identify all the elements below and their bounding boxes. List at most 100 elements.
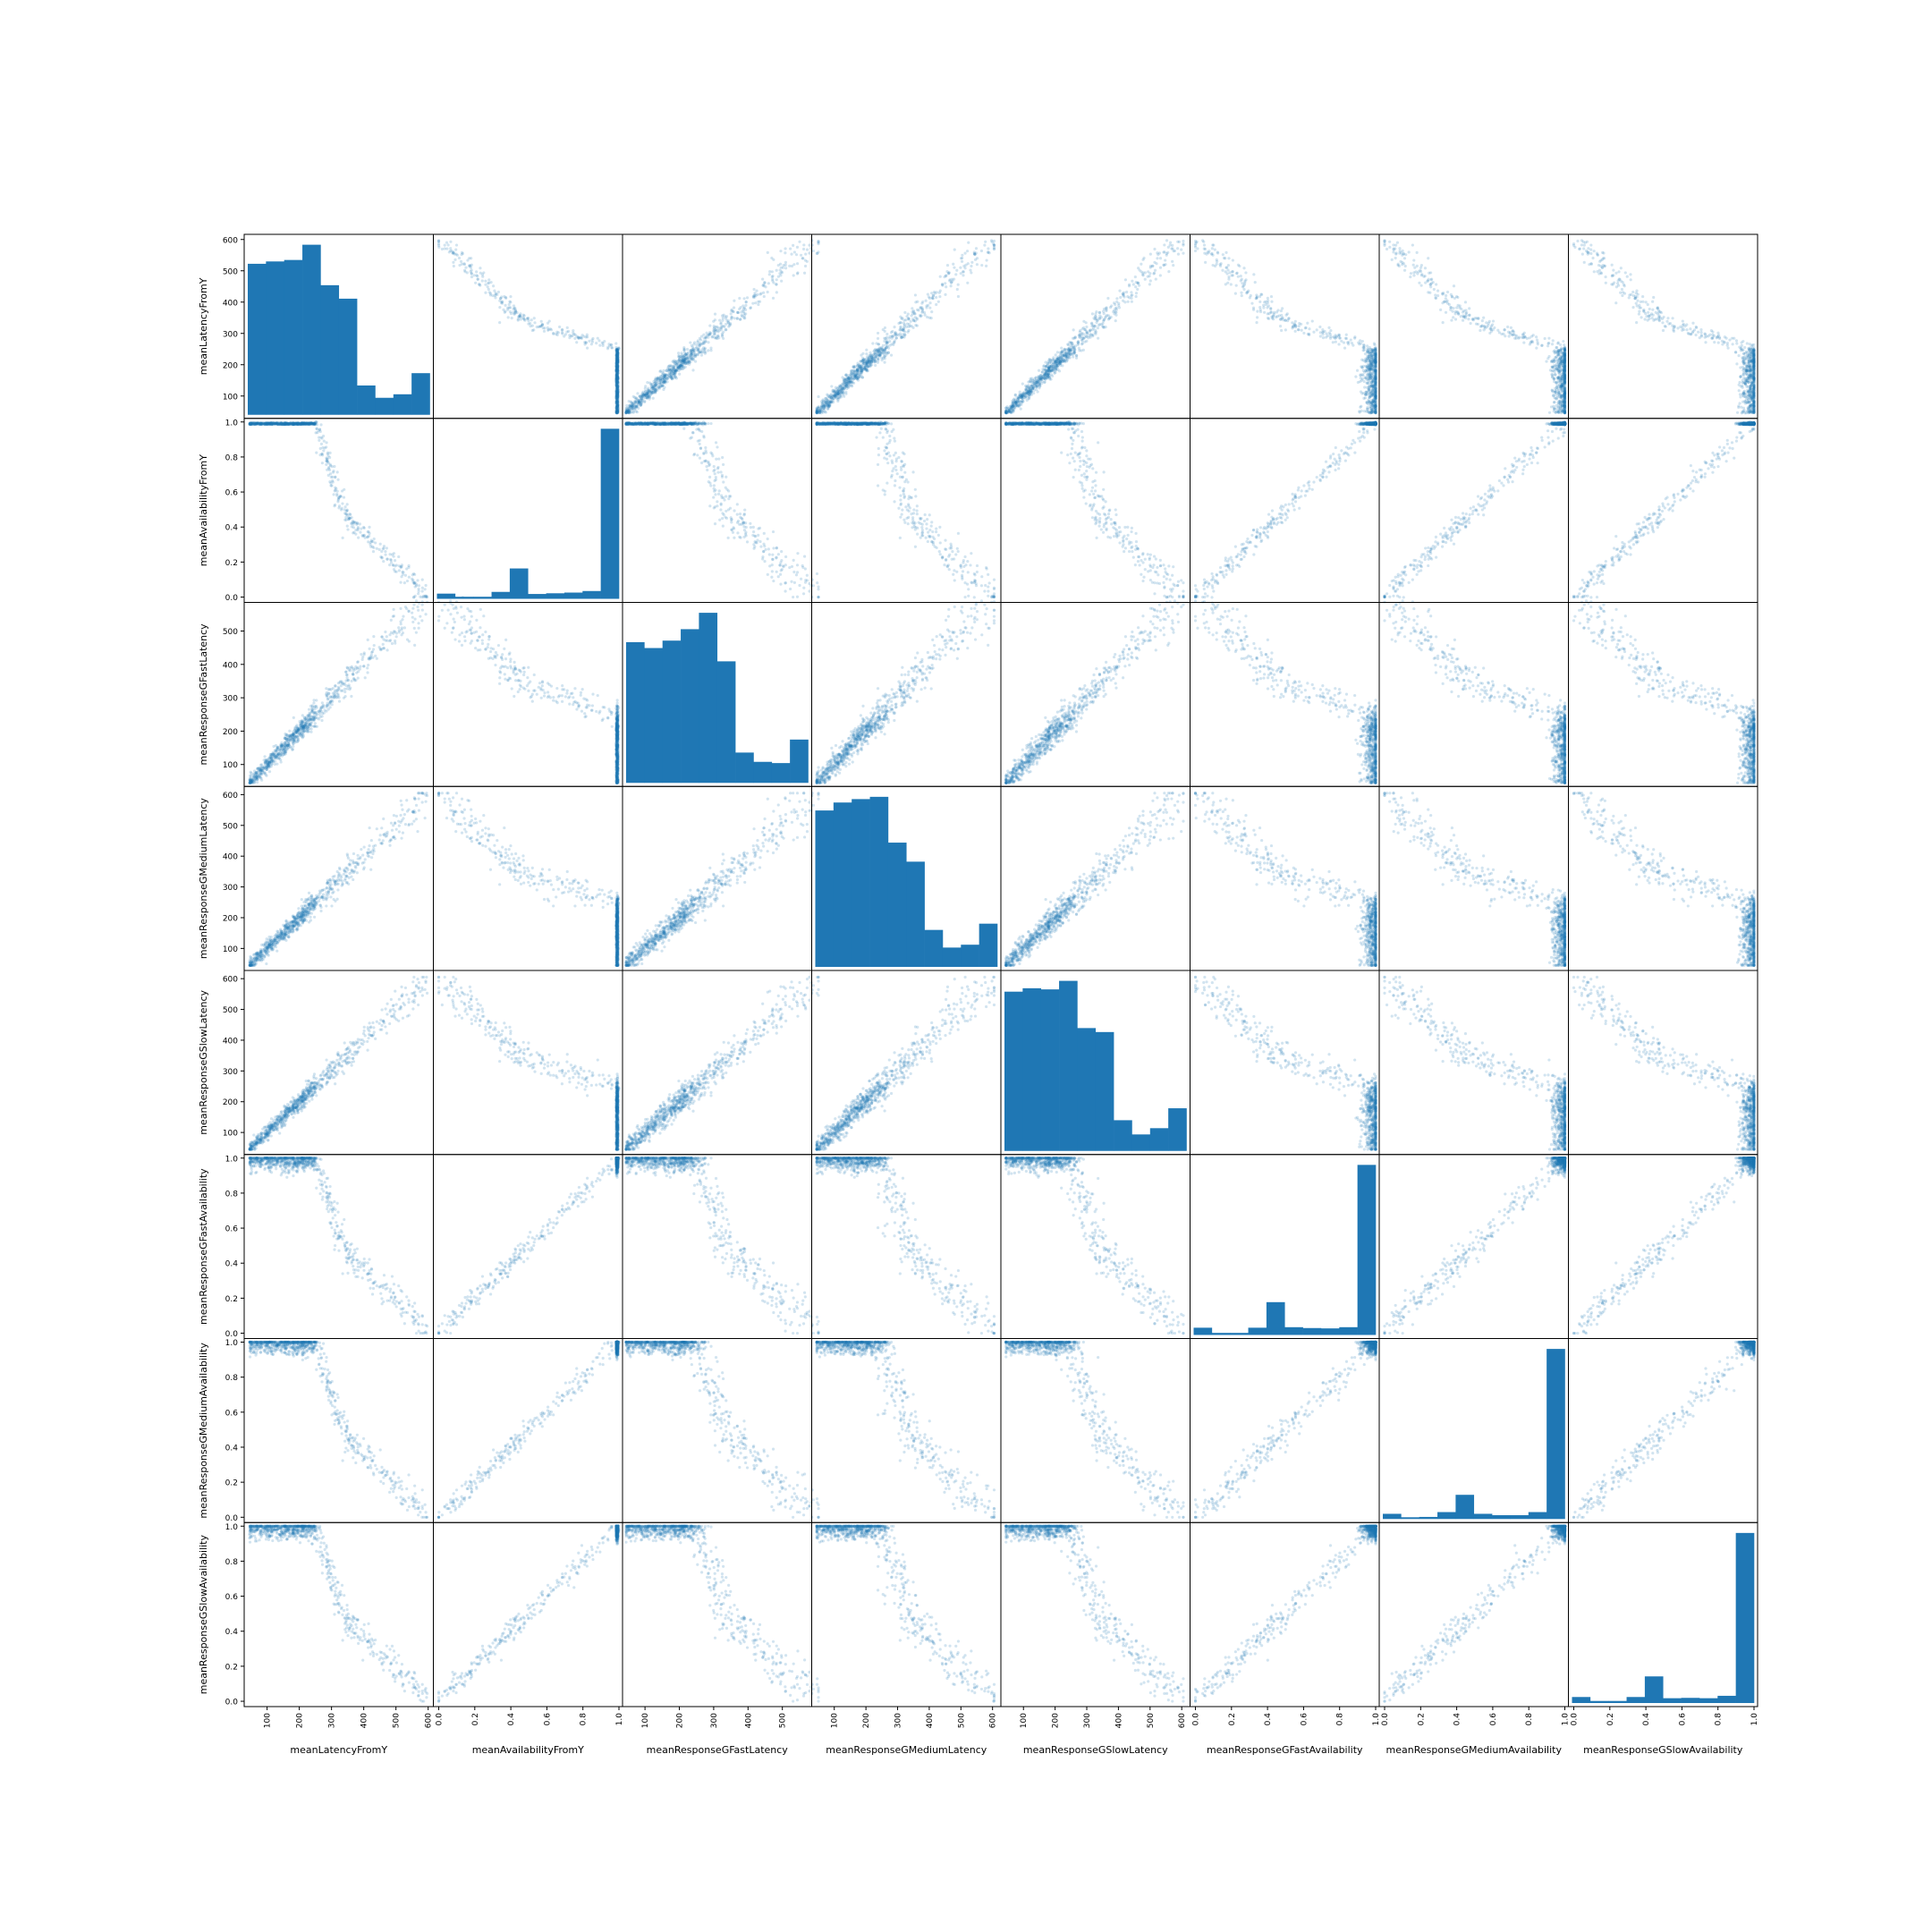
scatter-point bbox=[614, 370, 618, 374]
scatter-point bbox=[974, 247, 979, 250]
scatter-point bbox=[1061, 360, 1064, 363]
scatter-point bbox=[827, 405, 831, 409]
scatter-point bbox=[1444, 293, 1448, 298]
scatter-point bbox=[1176, 240, 1180, 243]
scatter-point bbox=[1258, 309, 1263, 314]
scatter-point bbox=[1244, 278, 1248, 282]
scatter-point bbox=[804, 252, 808, 256]
scatter-point bbox=[721, 334, 724, 337]
scatter-point bbox=[741, 309, 745, 312]
scatter-point bbox=[826, 402, 830, 405]
scatter-point bbox=[1419, 284, 1423, 287]
scatter-point bbox=[533, 321, 537, 325]
scatter-point bbox=[1267, 312, 1271, 316]
scatter-point bbox=[926, 292, 929, 296]
scatter-point bbox=[713, 312, 717, 316]
scatter-point bbox=[667, 376, 671, 379]
scatter-point bbox=[949, 284, 953, 288]
scatter-point bbox=[575, 341, 579, 344]
scatter-point bbox=[745, 296, 750, 300]
scatter-point bbox=[808, 251, 811, 255]
scatter-point bbox=[1085, 339, 1089, 343]
scatter-point bbox=[1130, 300, 1133, 303]
scatter-point bbox=[555, 332, 558, 336]
scatter-point bbox=[1285, 312, 1289, 316]
scatter-point bbox=[1540, 343, 1544, 347]
scatter-point bbox=[1130, 291, 1133, 294]
scatter-point bbox=[874, 360, 877, 363]
scatter-point bbox=[965, 250, 970, 253]
scatter-point bbox=[1117, 303, 1121, 307]
scatter-point bbox=[1418, 281, 1421, 284]
scatter-point bbox=[694, 346, 698, 351]
scatter-point bbox=[1434, 296, 1438, 301]
scatter-point bbox=[739, 318, 742, 321]
scatter-point bbox=[855, 367, 860, 371]
scatter-point bbox=[1067, 351, 1071, 354]
scatter-point bbox=[1136, 281, 1140, 284]
scatter-point bbox=[864, 358, 868, 361]
scatter-point bbox=[637, 398, 640, 402]
scatter-point bbox=[1049, 364, 1053, 368]
scatter-point bbox=[1102, 318, 1106, 322]
scatter-point bbox=[1013, 394, 1017, 397]
scatter-point bbox=[935, 295, 938, 300]
scatter-point bbox=[615, 402, 619, 405]
scatter-point bbox=[1552, 394, 1555, 397]
scatter-point bbox=[689, 341, 692, 344]
scatter-point bbox=[1409, 275, 1412, 279]
scatter-point bbox=[1255, 296, 1258, 301]
scatter-point bbox=[883, 357, 886, 360]
histogram-bar bbox=[375, 397, 394, 415]
scatter-point bbox=[1040, 370, 1045, 374]
scatter-point bbox=[1360, 339, 1364, 343]
scatter-point bbox=[1246, 290, 1250, 294]
scatter-point bbox=[649, 383, 653, 386]
scatter-point bbox=[1224, 283, 1227, 286]
scatter-point bbox=[1011, 399, 1014, 402]
scatter-point bbox=[1153, 247, 1157, 251]
scatter-point bbox=[651, 391, 656, 394]
scatter-point bbox=[740, 313, 743, 318]
scatter-point bbox=[1221, 268, 1224, 272]
scatter-point bbox=[732, 309, 735, 314]
scatter-point bbox=[685, 354, 689, 358]
scatter-point bbox=[886, 332, 889, 336]
scatter-point bbox=[1354, 375, 1358, 378]
scatter-point bbox=[1066, 343, 1070, 346]
scatter-point bbox=[590, 340, 595, 343]
scatter-point bbox=[1394, 256, 1397, 260]
scatter-point bbox=[1327, 326, 1331, 329]
scatter-point bbox=[1131, 283, 1135, 286]
scatter-point bbox=[1253, 280, 1257, 284]
scatter-point bbox=[1224, 257, 1227, 260]
scatter-point bbox=[1024, 384, 1028, 387]
scatter-point bbox=[1250, 301, 1254, 305]
scatter-point bbox=[1552, 406, 1556, 410]
scatter-point bbox=[1055, 360, 1058, 363]
scatter-point bbox=[1491, 323, 1495, 326]
scatter-point bbox=[766, 290, 769, 294]
scatter-point bbox=[920, 310, 924, 314]
scatter-point bbox=[1165, 239, 1169, 242]
scatter-point bbox=[464, 266, 468, 269]
scatter-point bbox=[1017, 402, 1021, 405]
scatter-point bbox=[847, 377, 851, 381]
scatter-point bbox=[1428, 283, 1432, 286]
scatter-point bbox=[916, 300, 919, 303]
scatter-point bbox=[1168, 243, 1172, 247]
scatter-point bbox=[1242, 287, 1246, 292]
scatter-point bbox=[506, 308, 510, 311]
scatter-point bbox=[865, 352, 869, 356]
scatter-point bbox=[1321, 335, 1326, 340]
scatter-point bbox=[1078, 349, 1081, 352]
scatter-point bbox=[933, 292, 936, 295]
scatter-point bbox=[841, 376, 844, 379]
scatter-point bbox=[775, 278, 778, 282]
scatter-point bbox=[1259, 292, 1263, 296]
scatter-point bbox=[1046, 367, 1051, 371]
scatter-point bbox=[481, 275, 485, 278]
scatter-point bbox=[928, 306, 932, 309]
scatter-point bbox=[921, 300, 925, 304]
scatter-point bbox=[1556, 401, 1560, 404]
